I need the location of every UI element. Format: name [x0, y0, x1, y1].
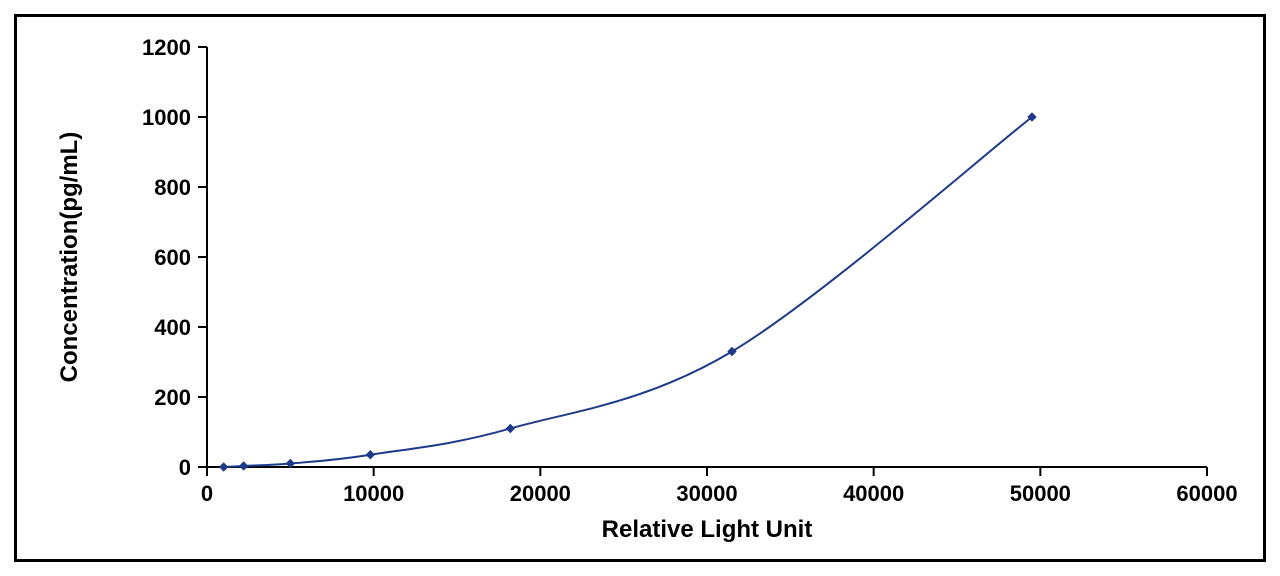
x-tick-label: 40000: [843, 481, 904, 506]
data-line: [224, 117, 1032, 467]
chart-border: 0 10000 20000 30000 40000 50000 60000 0 200 400 60…: [14, 14, 1266, 562]
x-tick-label: 10000: [343, 481, 404, 506]
data-marker: [366, 451, 374, 459]
x-axis-label: Relative Light Unit: [602, 516, 813, 543]
x-tick-label: 50000: [1010, 481, 1071, 506]
data-marker: [506, 425, 514, 433]
y-tick-label: 600: [154, 245, 191, 270]
y-tick-label: 200: [154, 385, 191, 410]
y-axis-label: Concentration(pg/mL): [56, 132, 83, 383]
x-tick-label: 0: [201, 481, 213, 506]
data-marker: [240, 462, 248, 470]
y-tick-label: 0: [179, 455, 191, 480]
outer-frame: 0 10000 20000 30000 40000 50000 60000 0 200 400 60…: [0, 0, 1280, 576]
y-tick-label: 400: [154, 315, 191, 340]
x-tick-label: 60000: [1176, 481, 1237, 506]
x-tick-label: 30000: [676, 481, 737, 506]
y-tick-label: 1200: [142, 35, 191, 60]
y-tick-label: 1000: [142, 105, 191, 130]
chart-svg: 0 10000 20000 30000 40000 50000 60000 0 200 400 60…: [17, 17, 1263, 559]
x-tick-label: 20000: [510, 481, 571, 506]
data-marker: [220, 463, 228, 471]
y-tick-label: 800: [154, 175, 191, 200]
